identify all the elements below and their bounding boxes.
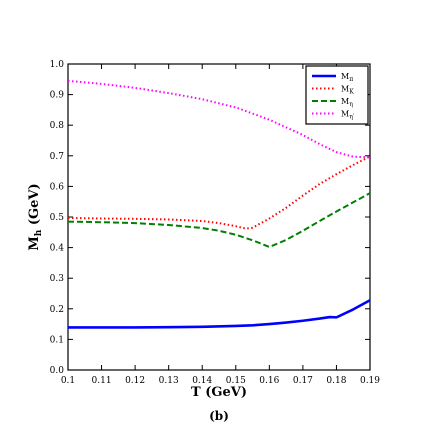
y-tick-label: 0.5 [50, 213, 65, 223]
y-tick-label: 0.0 [50, 366, 65, 376]
legend-label-2: Mη [341, 97, 353, 108]
y-axis-title-sub: h [34, 229, 44, 236]
x-axis-ticks: 0.1 0.11 0.12 0.13 0.14 0.15 0.16 0.17 0.18 0.19 [61, 64, 380, 386]
y-tick-label: 0.6 [50, 182, 65, 192]
x-tick-label: 0.18 [326, 376, 346, 386]
x-axis-title: T (GeV) [191, 385, 247, 400]
series-line-1 [67, 155, 371, 230]
legend-label-sub: K [349, 89, 354, 96]
x-tick-label: 0.14 [192, 376, 212, 386]
legend-label-main: M [341, 85, 349, 94]
legend-label-sub: η [349, 101, 353, 108]
x-tick-label: 0.13 [159, 376, 179, 386]
y-axis-ticks: 0.0 0.1 0.2 0.3 0.4 0.5 0.6 0.7 0.8 0.9 1.0 [50, 60, 370, 376]
y-axis-title-rest: (GeV) [27, 183, 42, 229]
y-axis-title-main: M [27, 236, 42, 250]
series-layer [67, 79, 371, 329]
legend-box [305, 65, 369, 125]
y-tick-label: 0.2 [50, 305, 64, 315]
x-tick-label: 0.16 [259, 376, 279, 386]
legend-label-sub: η′ [349, 114, 355, 121]
series-line-0 [68, 299, 371, 329]
x-tick-label: 0.1 [61, 376, 75, 386]
y-tick-label: 0.7 [50, 152, 65, 162]
legend-label-3: Mη′ [341, 110, 355, 121]
y-tick-label: 0.3 [50, 274, 65, 284]
y-tick-label: 0.1 [50, 335, 64, 345]
legend-label-main: M [341, 72, 349, 81]
x-tick-label: 0.11 [92, 376, 112, 386]
y-tick-label: 0.9 [50, 91, 65, 101]
x-tick-label: 0.19 [360, 376, 380, 386]
y-tick-label: 0.8 [50, 121, 65, 131]
legend-label-0: Mπ [341, 72, 353, 83]
x-tick-label: 0.12 [125, 376, 145, 386]
x-tick-label: 0.15 [226, 376, 246, 386]
series-line-2 [67, 192, 371, 248]
legend-label-1: MK [341, 85, 354, 96]
legend-label-main: M [341, 110, 349, 119]
y-tick-label: 1.0 [50, 60, 65, 70]
panel-label: (b) [209, 409, 229, 423]
x-tick-label: 0.17 [293, 376, 313, 386]
legend-label-sub: π [349, 76, 353, 83]
legend-label-main: M [341, 97, 349, 106]
y-axis-title: Mh (GeV) [27, 183, 44, 250]
y-tick-label: 0.4 [50, 244, 65, 254]
